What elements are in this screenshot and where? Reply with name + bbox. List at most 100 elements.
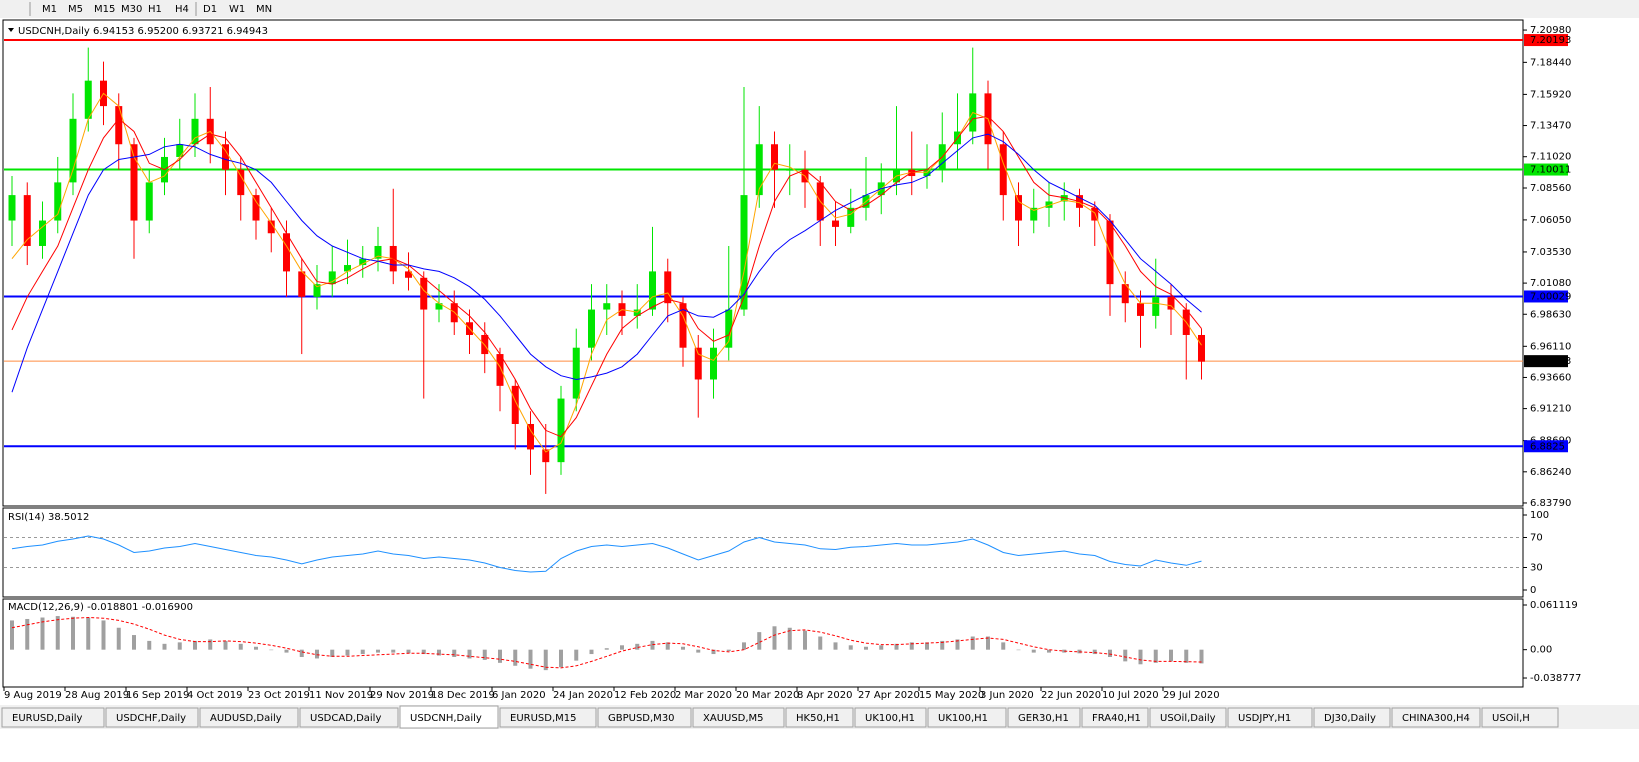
macd-bar — [40, 617, 45, 650]
candle-body — [1045, 201, 1053, 208]
macd-panel — [2, 598, 1524, 688]
candle-body — [1198, 334, 1205, 362]
level-tag — [1524, 34, 1568, 47]
tab-label[interactable]: GER30,H1 — [1018, 713, 1069, 724]
tab-label[interactable]: AUDUSD,Daily — [210, 713, 282, 724]
candle-body — [344, 265, 351, 272]
tab-label[interactable]: USOil,H — [1492, 713, 1530, 724]
macd-bar — [879, 645, 884, 650]
tab[interactable] — [785, 707, 854, 728]
tab-label[interactable]: USDJPY,H1 — [1238, 713, 1291, 724]
candle-body — [633, 309, 641, 316]
level-tag — [1524, 290, 1568, 303]
candle-body — [298, 271, 306, 297]
macd-signal — [11, 616, 1202, 669]
candle-body — [847, 207, 855, 227]
macd-bar — [1062, 649, 1067, 653]
timeframe-button[interactable]: M5 — [68, 4, 83, 15]
macd-bar — [10, 620, 14, 650]
tab[interactable] — [1391, 707, 1481, 728]
candle-body — [328, 271, 336, 285]
macd-bar — [604, 648, 609, 650]
candle-body — [1030, 207, 1038, 221]
macd-bar — [162, 643, 167, 650]
candle-body — [1167, 296, 1175, 310]
tab[interactable] — [1081, 707, 1149, 728]
y-tick-label: 7.18440 — [1530, 57, 1571, 68]
tab[interactable] — [1227, 707, 1313, 728]
candle-body — [8, 195, 16, 221]
macd-bar — [177, 642, 182, 650]
rsi-tick-label: 30 — [1530, 563, 1543, 574]
tab-label[interactable]: XAUUSD,M5 — [703, 713, 764, 724]
timeframe-button[interactable]: D1 — [203, 4, 217, 15]
candle-body — [694, 347, 702, 380]
macd-bar — [726, 649, 731, 652]
tab-label[interactable]: FRA40,H1 — [1092, 713, 1141, 724]
x-tick-label: 27 Apr 2020 — [858, 690, 920, 701]
macd-bar — [909, 642, 914, 650]
tab-label[interactable]: USDCHF,Daily — [116, 713, 186, 724]
tab-label[interactable]: EURUSD,M15 — [510, 713, 576, 724]
candle-body — [923, 169, 931, 177]
macd-bar — [589, 649, 594, 655]
candle-body — [191, 118, 199, 145]
tab[interactable] — [692, 707, 785, 728]
macd-bar — [894, 643, 899, 650]
tab-label[interactable]: UK100,H1 — [865, 713, 915, 724]
tab[interactable] — [199, 707, 299, 728]
tab-label[interactable]: USDCAD,Daily — [310, 713, 381, 724]
timeframe-button[interactable]: W1 — [229, 4, 245, 15]
macd-bar — [71, 616, 75, 650]
tab[interactable] — [499, 707, 597, 728]
y-tick-label: 6.98630 — [1530, 309, 1571, 320]
moving-average — [11, 115, 1202, 438]
candle-body — [755, 144, 763, 196]
tab-label[interactable]: CHINA300,H4 — [1402, 713, 1470, 724]
tab-label[interactable]: USDCNH,Daily — [410, 713, 482, 724]
tab[interactable] — [854, 707, 927, 728]
tab-label[interactable]: UK100,H1 — [938, 713, 988, 724]
macd-bar — [513, 649, 518, 666]
rsi-tick-label: 0 — [1530, 585, 1536, 596]
x-tick-label: 29 Nov 2019 — [370, 690, 434, 701]
tab[interactable] — [1313, 707, 1391, 728]
tab-label[interactable]: USOil,Daily — [1160, 713, 1216, 724]
tab[interactable] — [1, 707, 105, 728]
x-tick-label: 29 Jul 2020 — [1163, 690, 1220, 701]
tab[interactable] — [927, 707, 1007, 728]
timeframe-button[interactable]: M15 — [94, 4, 115, 15]
current-price-tag — [1524, 355, 1568, 368]
tab[interactable] — [299, 707, 399, 728]
macd-bar — [665, 642, 670, 650]
tab[interactable] — [1149, 707, 1227, 728]
x-tick-label: 18 Dec 2019 — [431, 690, 495, 701]
macd-bar — [223, 640, 228, 650]
macd-bar — [742, 642, 746, 650]
tab[interactable] — [597, 707, 692, 728]
level-tag-label: 7.20193 — [1530, 35, 1571, 46]
level-tag — [1524, 163, 1568, 176]
active-tab[interactable] — [399, 705, 499, 729]
tab-label[interactable]: DJ30,Daily — [1324, 713, 1376, 724]
timeframe-button[interactable]: M1 — [42, 4, 57, 15]
candle-body — [542, 449, 550, 463]
tab[interactable] — [1007, 707, 1081, 728]
tab-label[interactable]: GBPUSD,M30 — [608, 713, 675, 724]
y-tick-label: 6.96110 — [1530, 341, 1571, 352]
tab[interactable] — [1481, 707, 1559, 728]
tab[interactable] — [105, 707, 199, 728]
candle-body — [664, 271, 672, 304]
timeframe-button[interactable]: H4 — [175, 4, 189, 15]
timeframe-button[interactable]: MN — [256, 4, 272, 15]
timeframe-button[interactable]: M30 — [121, 4, 142, 15]
timeframe-button[interactable]: H1 — [148, 4, 162, 15]
candle-body — [23, 195, 31, 246]
candle-body — [557, 398, 565, 463]
level-tag-label: 6.8825 — [1530, 441, 1565, 452]
tab-label[interactable]: EURUSD,Daily — [12, 713, 83, 724]
candle-body — [999, 144, 1007, 196]
tab-label[interactable]: HK50,H1 — [796, 713, 840, 724]
macd-bar — [193, 640, 197, 650]
x-tick-label: 8 Apr 2020 — [797, 690, 852, 701]
